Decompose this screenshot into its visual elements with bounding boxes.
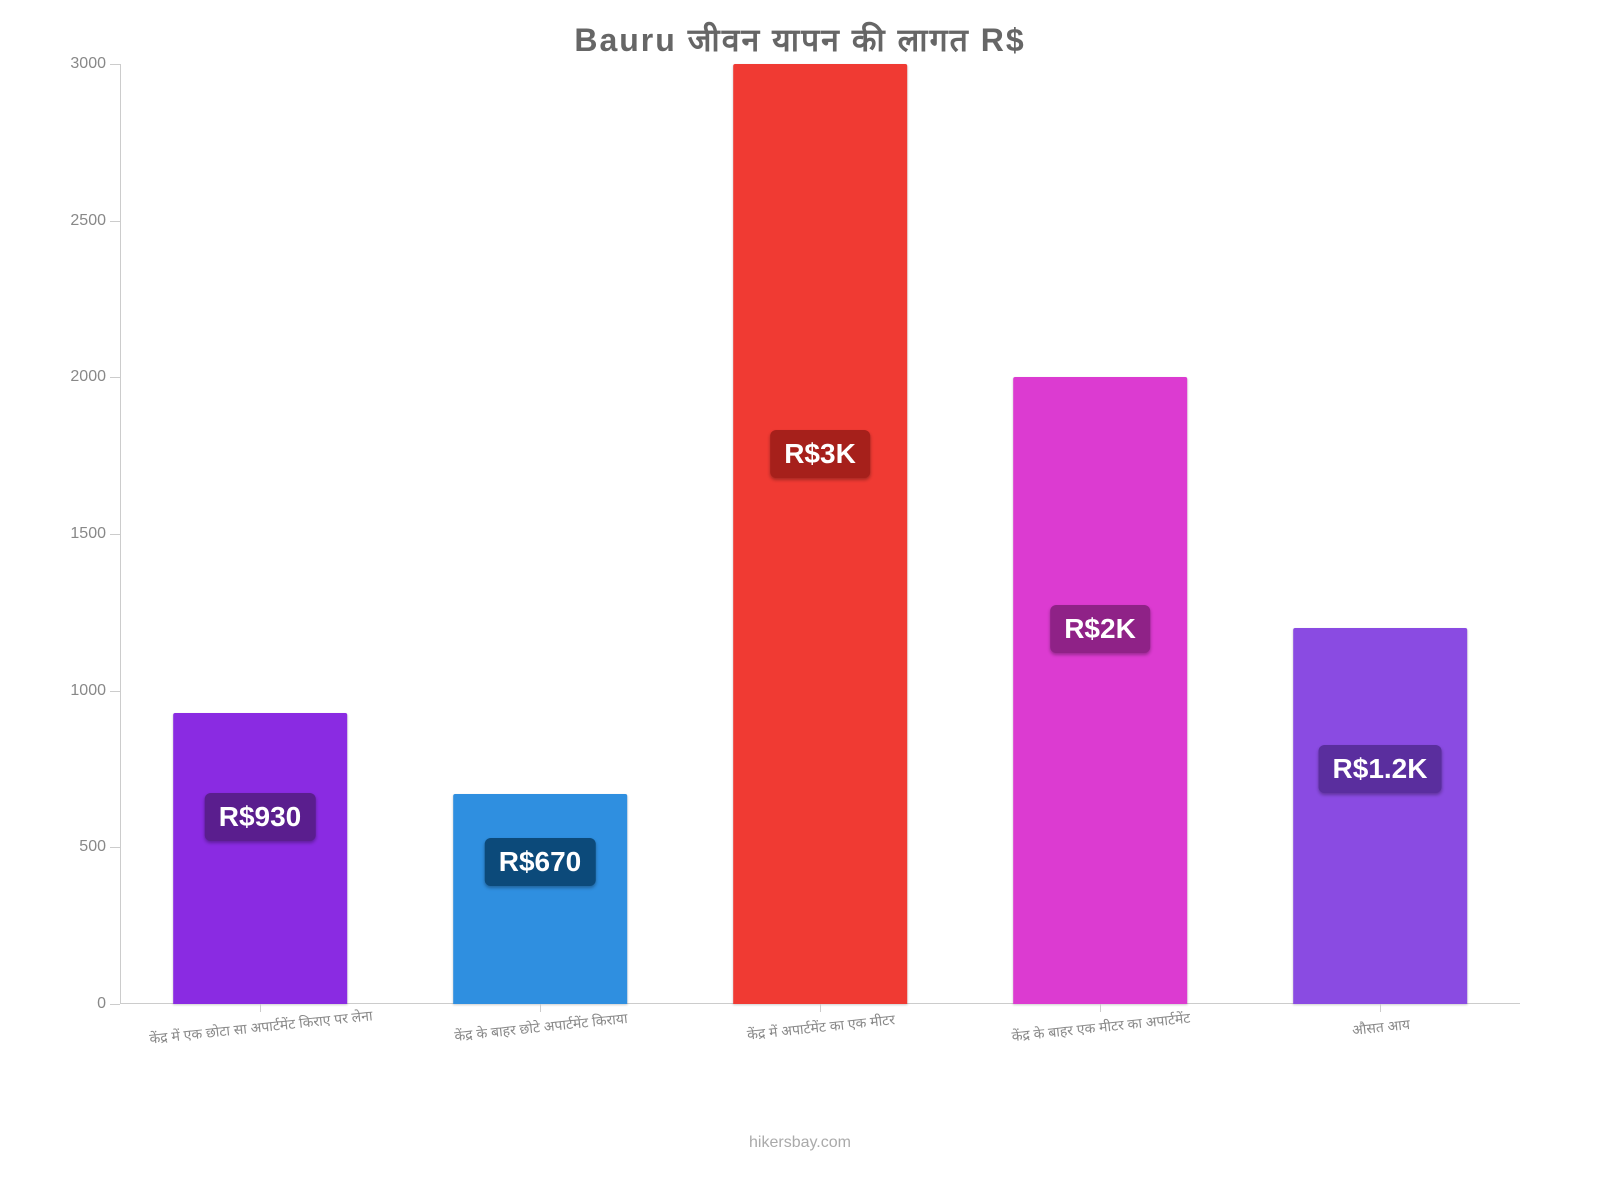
plot-area: 050010001500200025003000 R$930केंद्र में… — [120, 64, 1520, 1004]
bar-slot: R$2Kकेंद्र के बाहर एक मीटर का अपार्टमेंट — [960, 64, 1240, 1004]
bar-slot: R$670केंद्र के बाहर छोटे अपार्टमेंट किरा… — [400, 64, 680, 1004]
y-tick-label: 0 — [97, 995, 106, 1013]
y-tick — [110, 691, 120, 692]
y-tick — [110, 1004, 120, 1005]
x-tick — [260, 1004, 261, 1012]
value-badge: R$3K — [770, 430, 870, 478]
category-label: केंद्र के बाहर एक मीटर का अपार्टमेंट — [1011, 1009, 1191, 1047]
y-tick-label: 1500 — [70, 525, 106, 543]
y-tick-label: 3000 — [70, 55, 106, 73]
y-tick-label: 1000 — [70, 682, 106, 700]
category-label: केंद्र में एक छोटा सा अपार्टमेंट किराए प… — [149, 1006, 374, 1048]
y-tick-label: 2000 — [70, 368, 106, 386]
x-tick — [540, 1004, 541, 1012]
bar — [453, 794, 627, 1004]
x-tick — [1380, 1004, 1381, 1012]
category-label: केंद्र के बाहर छोटे अपार्टमेंट किराया — [454, 1009, 629, 1046]
x-tick — [1100, 1004, 1101, 1012]
bar-slot: R$930केंद्र में एक छोटा सा अपार्टमेंट कि… — [120, 64, 400, 1004]
y-tick — [110, 64, 120, 65]
category-label: केंद्र में अपार्टमेंट का एक मीटर — [746, 1010, 896, 1044]
value-badge: R$930 — [205, 793, 316, 841]
value-badge: R$2K — [1050, 605, 1150, 653]
y-tick — [110, 377, 120, 378]
attribution: hikersbay.com — [0, 1134, 1600, 1152]
y-tick — [110, 847, 120, 848]
y-tick-label: 500 — [79, 838, 106, 856]
bar — [173, 713, 347, 1004]
x-tick — [820, 1004, 821, 1012]
bar — [733, 64, 907, 1004]
chart-container: Bauru जीवन यापन की लागत R$ 0500100015002… — [0, 0, 1600, 1200]
category-label: औसत आय — [1351, 1015, 1411, 1040]
bar-slot: R$3Kकेंद्र में अपार्टमेंट का एक मीटर — [680, 64, 960, 1004]
value-badge: R$670 — [485, 838, 596, 886]
value-badge: R$1.2K — [1319, 745, 1442, 793]
bars-group: R$930केंद्र में एक छोटा सा अपार्टमेंट कि… — [120, 64, 1520, 1004]
bar-slot: R$1.2Kऔसत आय — [1240, 64, 1520, 1004]
y-tick — [110, 534, 120, 535]
bar — [1013, 377, 1187, 1004]
y-tick-label: 2500 — [70, 212, 106, 230]
y-tick — [110, 221, 120, 222]
bar — [1293, 628, 1467, 1004]
chart-title: Bauru जीवन यापन की लागत R$ — [0, 18, 1600, 61]
